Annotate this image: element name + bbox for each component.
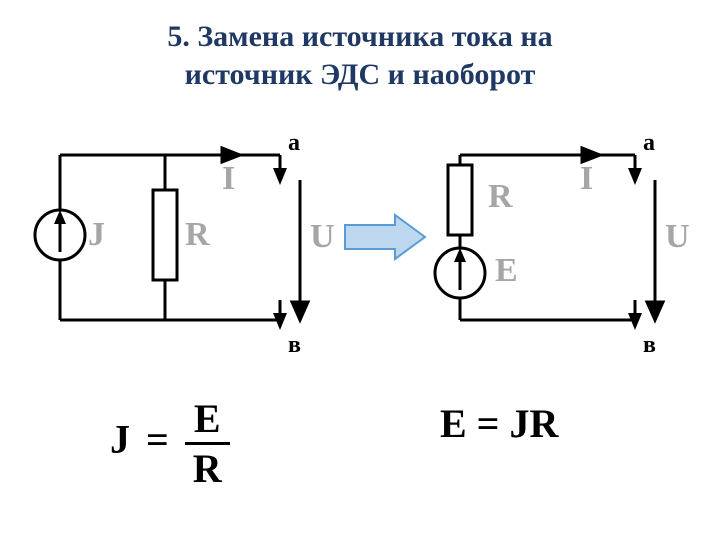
label-b-left: в	[288, 332, 301, 359]
left-voltage-arrow	[292, 180, 308, 320]
formula-J-frac: E R	[185, 395, 230, 492]
label-R-right: R	[488, 178, 513, 216]
transform-arrow	[345, 215, 425, 259]
circuits-svg	[0, 0, 720, 540]
label-b-right: в	[643, 332, 656, 359]
formula-J-eq: =	[140, 417, 175, 462]
label-E-right: E	[495, 252, 518, 290]
label-a-left: a	[288, 130, 300, 157]
formula-J-lhs: J	[110, 417, 130, 462]
label-I-right: I	[580, 160, 593, 198]
label-U-left: U	[310, 218, 335, 256]
formula-J-den: R	[185, 442, 230, 492]
formula-J-num: E	[185, 395, 230, 442]
left-circuit	[35, 155, 287, 330]
right-circuit	[435, 155, 642, 330]
label-J: J	[88, 216, 105, 254]
right-voltage-arrow	[647, 180, 663, 320]
label-a-right: a	[643, 130, 655, 157]
label-R-left: R	[185, 216, 210, 254]
label-U-right: U	[665, 218, 690, 256]
label-I-left: I	[222, 160, 235, 198]
formula-E: E = JR	[440, 400, 558, 447]
formula-J: J = E R	[110, 395, 230, 492]
